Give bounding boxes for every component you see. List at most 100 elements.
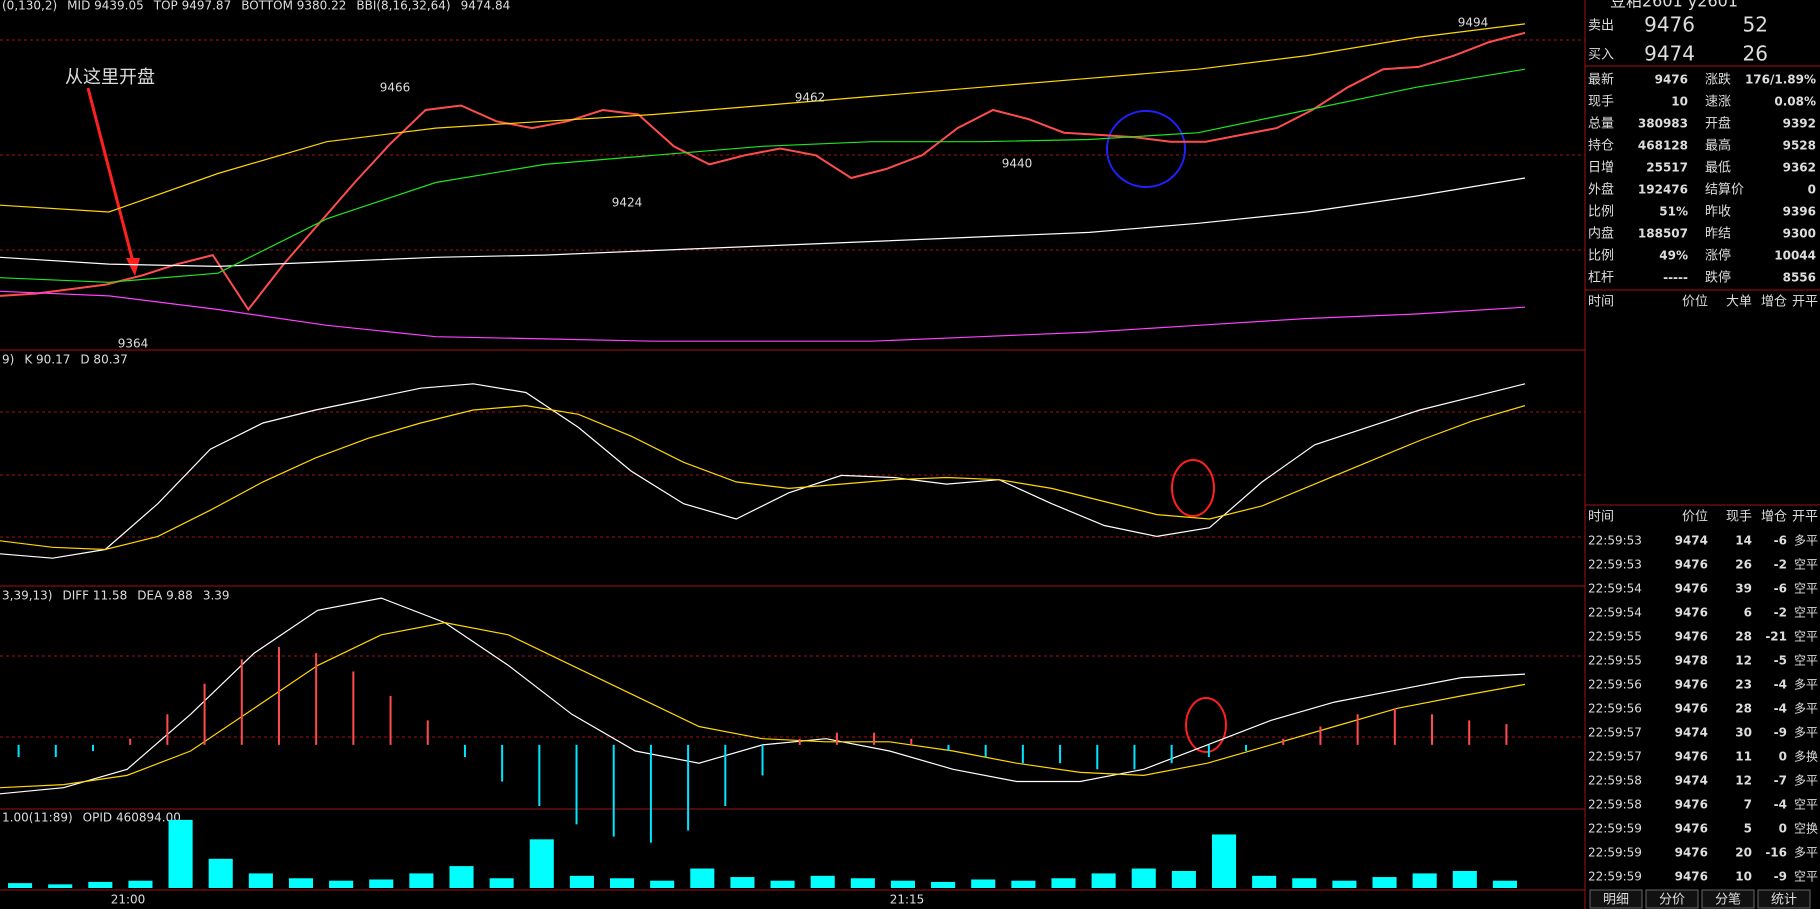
- stat-value: 468128: [1638, 139, 1688, 153]
- tick-cell: 22:59:59: [1588, 846, 1642, 860]
- annotation: 9494: [1458, 16, 1489, 30]
- stat-label: 杠杆: [1588, 270, 1614, 286]
- bar: [1131, 868, 1156, 888]
- bar: [1468, 720, 1471, 745]
- tick-cell: 9476: [1675, 750, 1708, 764]
- bar: [1393, 708, 1396, 745]
- book-price: 9474: [1644, 42, 1695, 66]
- bar: [1059, 744, 1062, 764]
- tick-cell: 5: [1744, 822, 1752, 836]
- bar: [352, 671, 355, 745]
- legend-text: TOP 9497.87: [153, 0, 231, 13]
- bar: [1051, 878, 1076, 888]
- stat-label: 涨跌: [1705, 72, 1731, 88]
- series-line: [0, 383, 1526, 559]
- stat-value: 9396: [1783, 205, 1816, 219]
- bar: [569, 875, 594, 888]
- tab[interactable]: [1757, 889, 1811, 909]
- stat-label: 昨收: [1705, 205, 1731, 220]
- tick-cell: 10: [1735, 870, 1752, 884]
- bar: [1452, 870, 1477, 888]
- bar: [1505, 724, 1508, 745]
- tick-cell: 9476: [1675, 798, 1708, 812]
- tick-cell: 多平: [1794, 678, 1818, 692]
- series-line: [0, 621, 1526, 789]
- tab[interactable]: [1645, 889, 1699, 909]
- tick-cell: 空平: [1794, 630, 1818, 644]
- tick-cell: 23: [1735, 678, 1752, 692]
- bar: [947, 744, 950, 751]
- stat-value: 0: [1808, 183, 1816, 197]
- tab[interactable]: [1701, 889, 1755, 909]
- legend-text: (0,130,2): [2, 0, 57, 13]
- annotation: 9364: [118, 337, 149, 351]
- tick-cell: 11: [1735, 750, 1752, 764]
- tick-cell: 空平: [1794, 558, 1818, 572]
- bar: [426, 720, 429, 745]
- tick-cell: 7: [1744, 798, 1752, 812]
- tick-cell: 22:59:54: [1588, 582, 1642, 596]
- bar: [8, 883, 33, 888]
- tick-cell: 22:59:56: [1588, 702, 1642, 716]
- bar: [835, 732, 838, 745]
- tick-cell: -9: [1774, 870, 1787, 884]
- tick-cell: 22:59:55: [1588, 630, 1642, 644]
- bar: [1372, 877, 1397, 888]
- bar: [1282, 738, 1285, 745]
- tick-cell: 0: [1779, 750, 1787, 764]
- legend-text: BBI(8,16,32,64): [356, 0, 450, 13]
- tick-cell: -21: [1765, 630, 1787, 644]
- tick-cell: 空换: [1794, 822, 1818, 836]
- stat-label: 比例: [1588, 205, 1614, 220]
- tick-cell: 22:59:59: [1588, 870, 1642, 884]
- tab-label: 明细: [1603, 893, 1629, 908]
- stat-label: 跌停: [1705, 270, 1731, 286]
- tick-cell: 22:59:53: [1588, 558, 1642, 572]
- legend-text: DIFF 11.58: [62, 589, 127, 603]
- instrument-title: 豆粕2601 y2601: [1610, 0, 1738, 11]
- tick-cell: 9478: [1675, 654, 1708, 668]
- stat-value: 176/1.89%: [1745, 73, 1816, 87]
- table-header: 增仓: [1761, 295, 1787, 310]
- stat-label: 现手: [1588, 95, 1614, 110]
- tick-cell: 22:59:56: [1588, 678, 1642, 692]
- bar: [971, 879, 996, 888]
- tick-cell: 22:59:55: [1588, 654, 1642, 668]
- x-axis-label: 21:00: [111, 893, 146, 907]
- book-label: 卖出: [1588, 19, 1614, 34]
- table-header: 开平: [1792, 295, 1818, 310]
- bar: [850, 878, 875, 888]
- bar: [463, 744, 466, 758]
- bar: [203, 683, 206, 745]
- tick-cell: 9476: [1675, 822, 1708, 836]
- legend-text: BOTTOM 9380.22: [241, 0, 346, 13]
- legend-text: DEA 9.88: [137, 589, 193, 603]
- tick-cell: 多平: [1794, 846, 1818, 860]
- tick-cell: 空平: [1794, 582, 1818, 596]
- stat-label: 最高: [1705, 138, 1731, 154]
- bar: [798, 738, 801, 745]
- tick-cell: 12: [1735, 654, 1752, 668]
- tab[interactable]: [1589, 889, 1643, 909]
- tick-cell: 12: [1735, 774, 1752, 788]
- tick-cell: -5: [1774, 654, 1787, 668]
- tick-cell: 14: [1735, 534, 1752, 548]
- tick-cell: -2: [1774, 606, 1787, 620]
- bar: [315, 653, 318, 745]
- bar: [1207, 744, 1210, 758]
- legend-text: 9474.84: [461, 0, 511, 13]
- tick-cell: 9476: [1675, 582, 1708, 596]
- bar: [166, 714, 169, 745]
- stat-value: 192476: [1638, 183, 1688, 197]
- stat-value: 9476: [1655, 73, 1688, 87]
- stat-value: 25517: [1646, 161, 1688, 175]
- tick-cell: -7: [1774, 774, 1787, 788]
- bar: [1011, 880, 1036, 888]
- stat-label: 比例: [1588, 249, 1614, 264]
- bar: [1332, 880, 1357, 888]
- bar: [690, 868, 715, 888]
- tick-cell: 9474: [1675, 774, 1708, 788]
- bar: [17, 744, 20, 758]
